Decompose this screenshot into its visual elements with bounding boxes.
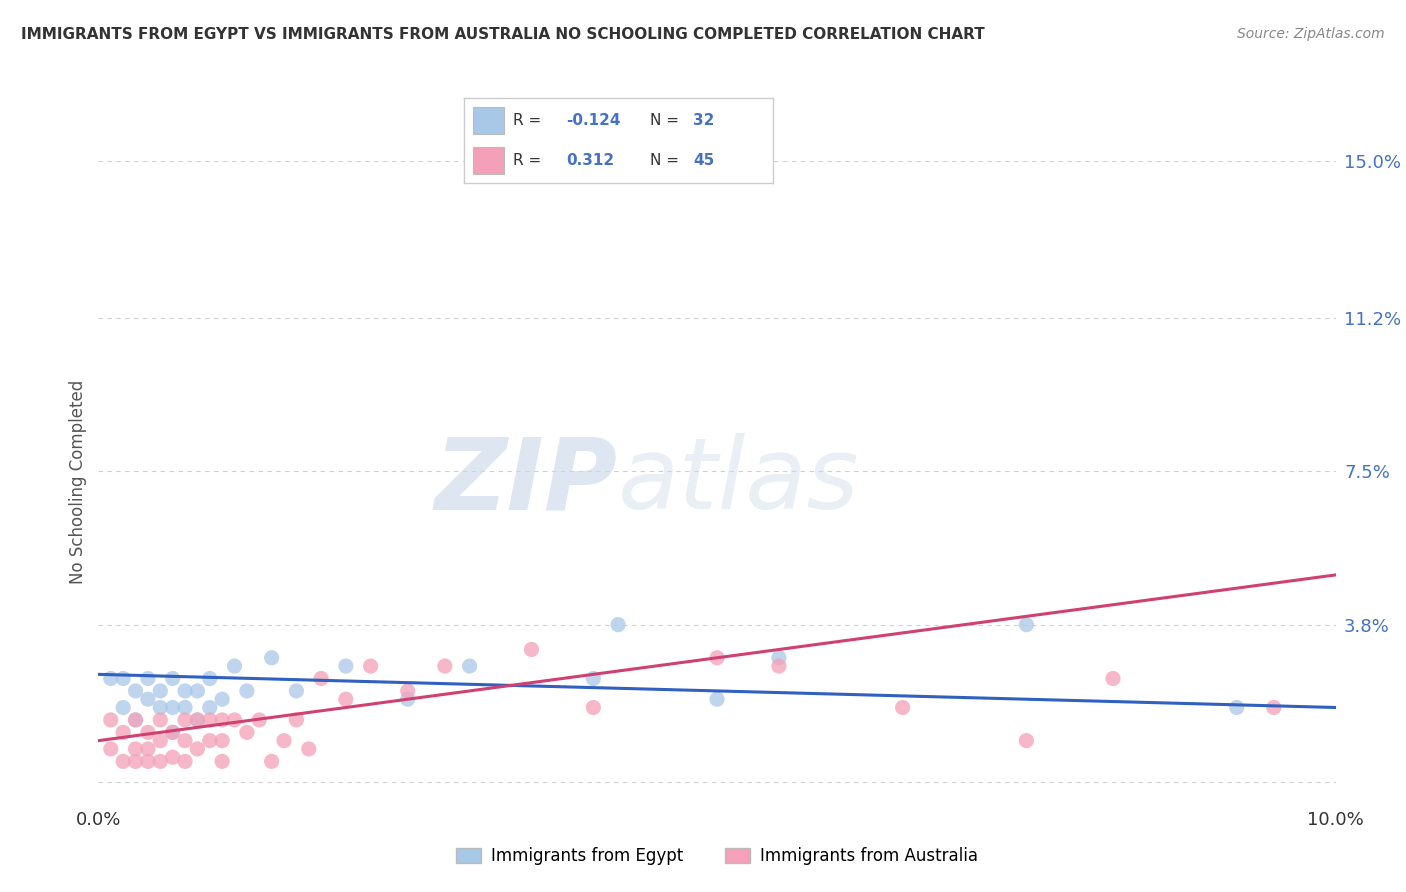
Point [112,672,135,686]
Point [706,650,728,665]
Legend: Immigrants from Egypt, Immigrants from Australia: Immigrants from Egypt, Immigrants from A… [450,840,984,871]
Point [162,725,184,739]
Text: 45: 45 [693,153,714,169]
Point [124,713,146,727]
Point [260,755,283,769]
Point [236,684,259,698]
Point [1015,617,1038,632]
Point [1263,700,1285,714]
Point [211,733,233,747]
Point [273,733,295,747]
Point [582,672,605,686]
Point [100,672,122,686]
Point [260,650,283,665]
Point [149,700,172,714]
Point [162,700,184,714]
Point [224,659,246,673]
Point [582,700,605,714]
Point [112,755,135,769]
Point [396,684,419,698]
Point [224,713,246,727]
Point [100,713,122,727]
Point [335,692,357,706]
Point [211,755,233,769]
Point [174,684,197,698]
Point [285,713,308,727]
Point [186,713,208,727]
Point [100,742,122,756]
Point [136,672,159,686]
Point [433,659,456,673]
Y-axis label: No Schooling Completed: No Schooling Completed [69,380,87,583]
Point [247,713,270,727]
Point [285,684,308,698]
Point [1226,700,1249,714]
Point [124,684,146,698]
Point [768,659,790,673]
Point [174,733,197,747]
Point [136,742,159,756]
Point [1015,733,1038,747]
FancyBboxPatch shape [474,107,505,134]
Point [186,713,208,727]
Text: R =: R = [513,112,541,128]
Point [360,659,382,673]
Point [174,713,197,727]
Point [112,725,135,739]
Point [112,700,135,714]
Point [458,659,481,673]
Point [198,713,221,727]
Text: ZIP: ZIP [434,434,619,530]
Point [198,733,221,747]
Point [198,672,221,686]
Point [174,700,197,714]
Text: atlas: atlas [619,434,859,530]
Point [768,650,790,665]
Point [162,725,184,739]
Point [136,692,159,706]
Point [891,700,914,714]
Text: IMMIGRANTS FROM EGYPT VS IMMIGRANTS FROM AUSTRALIA NO SCHOOLING COMPLETED CORREL: IMMIGRANTS FROM EGYPT VS IMMIGRANTS FROM… [21,27,984,42]
Point [211,692,233,706]
Point [174,755,197,769]
Point [186,742,208,756]
Text: N =: N = [650,112,679,128]
Point [162,750,184,764]
Point [124,742,146,756]
Point [309,672,332,686]
Point [396,692,419,706]
Text: 0.312: 0.312 [567,153,614,169]
Point [607,617,630,632]
Point [149,755,172,769]
Point [706,692,728,706]
Point [198,700,221,714]
Point [149,733,172,747]
Text: R =: R = [513,153,541,169]
Point [298,742,321,756]
Point [335,659,357,673]
Point [236,725,259,739]
Point [211,713,233,727]
Text: N =: N = [650,153,679,169]
Point [124,755,146,769]
Point [1102,672,1125,686]
Point [149,684,172,698]
Text: 32: 32 [693,112,714,128]
Point [149,713,172,727]
Point [162,672,184,686]
Point [136,725,159,739]
Point [186,684,208,698]
FancyBboxPatch shape [474,147,505,175]
Point [136,755,159,769]
Point [124,713,146,727]
Text: -0.124: -0.124 [567,112,620,128]
Text: Source: ZipAtlas.com: Source: ZipAtlas.com [1237,27,1385,41]
Point [520,642,543,657]
